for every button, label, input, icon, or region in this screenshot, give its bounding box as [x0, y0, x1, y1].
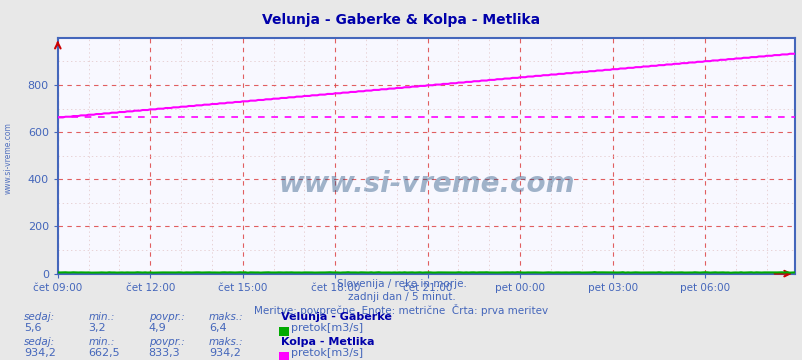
Text: Meritve: povprečne  Enote: metrične  Črta: prva meritev: Meritve: povprečne Enote: metrične Črta:…: [254, 304, 548, 316]
Text: zadnji dan / 5 minut.: zadnji dan / 5 minut.: [347, 292, 455, 302]
Text: 4,9: 4,9: [148, 323, 166, 333]
Text: 3,2: 3,2: [88, 323, 106, 333]
Text: Kolpa - Metlika: Kolpa - Metlika: [281, 337, 374, 347]
Text: maks.:: maks.:: [209, 337, 243, 347]
Text: 6,4: 6,4: [209, 323, 226, 333]
Text: 662,5: 662,5: [88, 348, 119, 359]
Text: pretok[m3/s]: pretok[m3/s]: [291, 348, 363, 359]
Text: povpr.:: povpr.:: [148, 312, 184, 322]
Text: 5,6: 5,6: [24, 323, 42, 333]
Text: povpr.:: povpr.:: [148, 337, 184, 347]
Text: pretok[m3/s]: pretok[m3/s]: [291, 323, 363, 333]
Text: min.:: min.:: [88, 337, 115, 347]
Text: sedaj:: sedaj:: [24, 337, 55, 347]
Text: maks.:: maks.:: [209, 312, 243, 322]
Text: www.si-vreme.com: www.si-vreme.com: [277, 170, 574, 198]
Text: www.si-vreme.com: www.si-vreme.com: [3, 122, 13, 194]
Text: sedaj:: sedaj:: [24, 312, 55, 322]
Text: 833,3: 833,3: [148, 348, 180, 359]
Text: 934,2: 934,2: [24, 348, 56, 359]
Text: 934,2: 934,2: [209, 348, 241, 359]
Text: Velunja - Gaberke: Velunja - Gaberke: [281, 312, 391, 322]
Text: min.:: min.:: [88, 312, 115, 322]
Text: Slovenija / reke in morje.: Slovenija / reke in morje.: [336, 279, 466, 289]
Text: Velunja - Gaberke & Kolpa - Metlika: Velunja - Gaberke & Kolpa - Metlika: [262, 13, 540, 27]
